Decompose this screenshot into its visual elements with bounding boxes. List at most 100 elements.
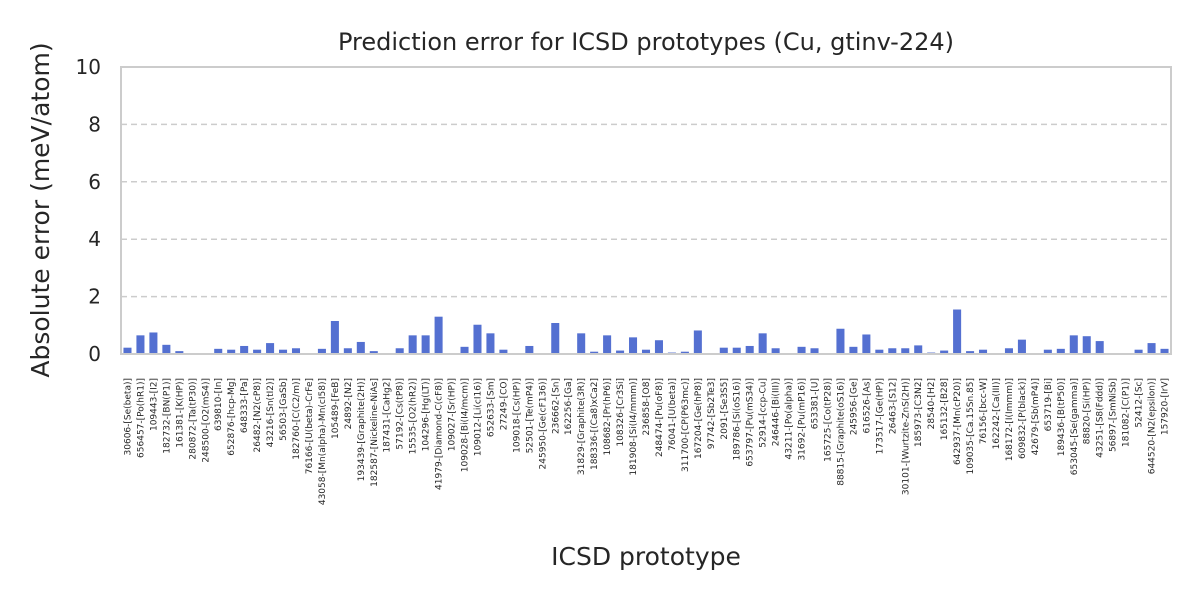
bar xyxy=(836,328,845,354)
bar xyxy=(356,341,365,354)
bar xyxy=(291,348,301,354)
x-tick-label: 188336-[(Ca8)xCa2] xyxy=(590,378,600,470)
x-tick-label: 30606-[Se(beta)] xyxy=(123,378,133,455)
bar xyxy=(486,333,495,354)
x-tick-label: 42679-[Sb(mP4)] xyxy=(1031,378,1041,455)
x-tick-label: 189786-[Si(oS16)] xyxy=(733,378,743,461)
x-tick-label: 656457-[Po(hR1)] xyxy=(136,378,146,458)
x-tick-label: 182760-[C(C2/m)] xyxy=(292,378,302,460)
bar xyxy=(1004,348,1013,354)
x-tick-label: 88820-[Si(HP)] xyxy=(1083,378,1093,444)
bar xyxy=(953,309,962,354)
x-tick-label: 161381-[K(HP)] xyxy=(175,378,185,448)
bar xyxy=(641,349,651,354)
x-tick-label: 104296-[Hg(LT)] xyxy=(422,378,432,451)
bar xyxy=(227,349,236,354)
bar xyxy=(901,348,910,354)
x-tick-label: 76156-[bcc-W] xyxy=(979,378,989,444)
y-tick-label: 10 xyxy=(76,55,101,79)
bar xyxy=(875,349,884,354)
x-tick-label: 43251-[S8(Fddd)] xyxy=(1096,378,1106,458)
bar xyxy=(758,333,767,354)
x-tick-label: 109035-[Ca.15Sn.85] xyxy=(966,378,976,474)
x-tick-label: 28540-[H2] xyxy=(927,378,937,429)
x-tick-label: 182732-[BN(P1)] xyxy=(162,378,172,454)
x-tick-label: 189436-[B(tP50)] xyxy=(1057,378,1067,456)
x-tick-label: 280872-[Ta(tP30)] xyxy=(188,378,198,460)
x-tick-label: 653381-[U] xyxy=(811,378,821,429)
bar xyxy=(1134,349,1143,354)
x-tick-label: 616526-[As] xyxy=(862,378,872,433)
x-tick-label: 109018-[Cs(HP)] xyxy=(512,378,522,453)
bar xyxy=(123,347,132,354)
bar xyxy=(395,348,404,354)
bar xyxy=(1082,336,1091,354)
bar xyxy=(797,346,806,354)
x-tick-label: 2091-[Se3S5] xyxy=(720,378,730,440)
bar xyxy=(525,345,534,354)
x-tick-label: 653797-[Pu(mS34)] xyxy=(746,378,756,467)
bar xyxy=(979,349,988,354)
x-tick-label: 30101-[Wurtzite-ZnS(2H)] xyxy=(901,378,911,495)
bar xyxy=(745,345,754,354)
x-tick-label: 652633-[Sm] xyxy=(486,378,496,437)
bar xyxy=(577,333,586,354)
bar xyxy=(330,320,339,354)
x-tick-label: 41979-[Diamond-C(cF8)] xyxy=(435,378,445,490)
x-tick-label: 109012-[Li(cI16)] xyxy=(473,378,483,456)
x-tick-label: 52914-[ccp-Cu] xyxy=(759,378,769,448)
x-tick-label: 31692-[Pu(mP16)] xyxy=(798,378,808,461)
x-tick-label: 109027-[Sr(HP)] xyxy=(448,378,458,451)
x-tick-label: 653719-[Bi] xyxy=(1044,378,1054,431)
bar xyxy=(654,340,663,354)
y-tick-label: 2 xyxy=(88,285,101,309)
x-tick-label: 168172-[I(Immm)] xyxy=(1005,378,1015,461)
bars xyxy=(123,309,1169,354)
x-tick-label: 165132-[B28] xyxy=(940,378,950,440)
x-tick-label: 181908-[Si(I4/mmm)] xyxy=(629,378,639,476)
bar xyxy=(499,349,508,354)
x-tick-label: 648333-[Pa] xyxy=(240,378,250,433)
bar xyxy=(279,349,288,354)
x-tick-label: 157920-[IrV] xyxy=(1161,378,1171,435)
y-tick-label: 4 xyxy=(88,227,101,251)
bar xyxy=(693,330,702,354)
bar xyxy=(421,335,430,354)
x-tick-label: 43216-[Sn(tI2)] xyxy=(266,378,276,447)
x-tick-label: 652876-[hcp-Mg] xyxy=(227,378,237,456)
x-tick-label: 162256-[Ga] xyxy=(564,378,574,435)
x-tick-label: 56503-[GaSb] xyxy=(279,378,289,441)
x-tick-label: 182587-[Nickeline-NiAs] xyxy=(370,378,380,487)
bar xyxy=(240,345,249,354)
bar xyxy=(460,346,469,354)
x-tick-label: 167204-[Ge(hP8)] xyxy=(694,378,704,459)
x-tick-label: 88815-[Graphite(oS16)] xyxy=(836,378,846,486)
bar xyxy=(914,345,923,354)
bar xyxy=(719,347,728,354)
plot-frame xyxy=(120,66,1172,355)
x-tick-label: 26482-[N2(cP8)] xyxy=(253,378,263,452)
bar xyxy=(149,332,158,354)
x-tick-label: 187431-[CaHg2] xyxy=(383,378,393,453)
bar xyxy=(590,351,599,354)
x-tick-label: 15535-[O2(hR2)] xyxy=(409,378,419,454)
bar xyxy=(616,350,625,354)
x-tick-label: 56897-[SmNiSb] xyxy=(1109,378,1119,452)
bar xyxy=(136,335,145,354)
x-tick-label: 193439-[Graphite(2H)] xyxy=(357,378,367,481)
bar xyxy=(810,348,819,354)
x-tick-label: 644520-[N2(epsilon)] xyxy=(1148,378,1158,474)
gridlines xyxy=(121,123,1171,298)
x-axis-label: ICSD prototype xyxy=(551,542,741,571)
x-tick-label: 639810-[In] xyxy=(214,378,224,431)
bar xyxy=(888,348,897,354)
x-tick-label: 76166-[U(beta)-CrFe] xyxy=(305,378,315,474)
bar xyxy=(253,349,262,354)
bar xyxy=(369,351,378,354)
x-tick-label: 236858-[O8] xyxy=(642,378,652,435)
y-tick-label: 0 xyxy=(88,342,101,366)
x-tick-label: 245956-[Ge] xyxy=(849,378,859,435)
bar xyxy=(1069,335,1078,354)
y-tick-labels: 0 2 4 6 8 10 xyxy=(76,55,101,366)
